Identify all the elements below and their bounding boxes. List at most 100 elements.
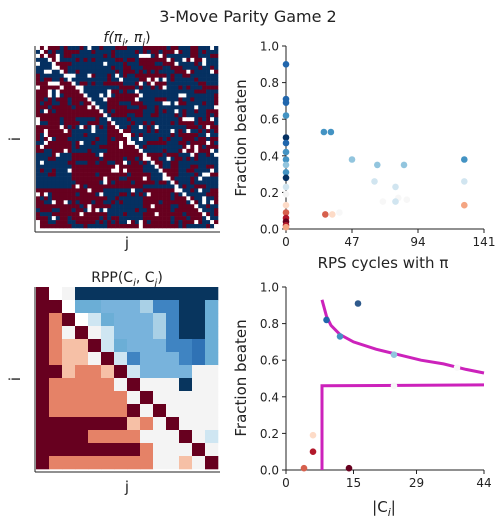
heatmap1-cell [210, 184, 215, 189]
heatmap1-cell [115, 220, 120, 225]
heatmap1-cell [39, 200, 45, 205]
heatmap1-cell [103, 93, 108, 98]
heatmap1-cell [154, 57, 159, 63]
heatmap1-cell [59, 184, 64, 189]
heatmap1-cell [75, 216, 80, 221]
heatmap1-cell [214, 176, 219, 181]
heatmap1-cell [198, 46, 203, 51]
heatmap1-cell [39, 105, 45, 110]
heatmap1-cell [142, 204, 148, 209]
scatter1-point [282, 190, 290, 198]
heatmap1-cell [127, 89, 132, 94]
heatmap1-cell [39, 152, 45, 158]
heatmap2-cell [36, 404, 50, 418]
heatmap1-cell [115, 49, 120, 55]
heatmap1-cell [178, 109, 183, 114]
heatmap1-cell [182, 204, 187, 209]
heatmap1-cell [134, 57, 140, 63]
heatmap1-cell [71, 216, 76, 221]
heatmap1-cell [146, 121, 152, 126]
heatmap2-cell [153, 313, 167, 327]
heatmap1-cell [103, 200, 108, 205]
heatmap1-cell [134, 216, 140, 221]
heatmap1-cell [91, 160, 96, 165]
heatmap1-cell [130, 49, 136, 55]
heatmap1-cell [174, 188, 179, 193]
heatmap1-cell [59, 168, 64, 173]
heatmap1-cell [123, 152, 128, 158]
heatmap1-cell [214, 200, 219, 205]
heatmap1-cell [59, 97, 64, 102]
heatmap1-cell [198, 77, 203, 82]
heatmap1-cell [99, 129, 104, 134]
heatmap1-cell [166, 168, 171, 173]
heatmap1-cell [43, 140, 49, 146]
heatmap1-cell [194, 105, 199, 110]
heatmap1-cell [198, 53, 203, 59]
heatmap1-cell [87, 53, 92, 59]
heatmap1-cell [142, 53, 148, 59]
heatmap1-cell [178, 172, 183, 177]
heatmap1-cell [36, 65, 41, 71]
heatmap1-cell [63, 49, 68, 55]
heatmap1-cell [43, 160, 49, 165]
heatmap2-cell [179, 417, 193, 431]
heatmap1-cell [146, 164, 152, 169]
scatter1-point [400, 161, 408, 169]
heatmap1-cell [174, 184, 179, 189]
heatmap1-cell [47, 216, 53, 221]
heatmap1-cell [43, 109, 49, 114]
heatmap1-cell [134, 160, 140, 165]
scatter1-ytick-label: 0.4 [260, 149, 279, 163]
heatmap1-cell [174, 148, 179, 154]
heatmap1-cell [130, 61, 136, 67]
heatmap1-cell [210, 208, 215, 213]
heatmap1-cell [75, 105, 80, 110]
heatmap2-cell [75, 300, 89, 314]
heatmap1-cell [158, 196, 163, 201]
heatmap1-cell [210, 148, 215, 154]
heatmap1-cell [87, 85, 92, 90]
heatmap2-cell [101, 404, 115, 418]
heatmap2-cell [36, 287, 50, 301]
heatmap1-cell [134, 105, 140, 110]
heatmap1-cell [190, 125, 195, 130]
heatmap2-cell [205, 300, 219, 314]
heatmap1-cells [36, 46, 219, 229]
heatmap1-cell [63, 196, 68, 201]
heatmap1-cell [138, 188, 144, 193]
heatmap1-cell [142, 121, 148, 126]
heatmap1-cell [158, 168, 163, 173]
heatmap1-cell [91, 204, 96, 209]
heatmap1-cell [67, 156, 72, 162]
heatmap1-cell [111, 81, 116, 86]
heatmap1-cell [146, 133, 152, 138]
heatmap1-cell [91, 137, 96, 142]
heatmap1-cell [119, 137, 124, 142]
heatmap1-cell [146, 220, 152, 225]
heatmap1-cell [83, 184, 88, 189]
heatmap1-cell [71, 176, 76, 181]
heatmap1-cell [43, 65, 49, 71]
heatmap1-cell [111, 133, 116, 138]
heatmap1-cell [107, 220, 112, 225]
heatmap2-cell [75, 456, 89, 470]
heatmap1-cell [127, 113, 132, 118]
heatmap1-cell [99, 65, 104, 71]
heatmap1-cell [79, 196, 84, 201]
heatmap1-cell [162, 109, 167, 114]
heatmap1-cell [178, 133, 183, 138]
heatmap1-cell [186, 113, 191, 118]
heatmap1-cell [174, 180, 179, 185]
heatmap1-cell [123, 188, 128, 193]
heatmap1-cell [99, 93, 104, 98]
heatmap1-cell [138, 53, 144, 59]
heatmap1-cell [127, 204, 132, 209]
heatmap1-cell [170, 212, 175, 217]
heatmap1-cell [43, 89, 49, 94]
scatter1-point [379, 198, 387, 205]
heatmap1-cell [51, 49, 57, 55]
heatmap1-cell [87, 93, 92, 98]
heatmap1-cell [91, 156, 96, 162]
heatmap1-cell [107, 156, 112, 162]
